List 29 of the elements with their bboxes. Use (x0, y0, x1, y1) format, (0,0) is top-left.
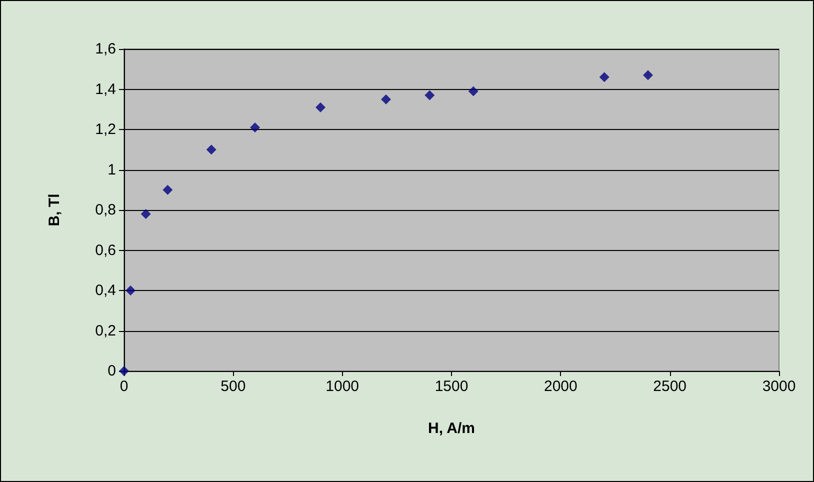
point (599, 72, 610, 82)
x-axis-title: H, A/m (428, 420, 475, 437)
x-tick-label: 0 (120, 378, 128, 395)
point (316, 102, 326, 112)
x-tick-label: 1500 (434, 378, 468, 395)
y-tick-label: 1,6 (95, 40, 116, 58)
point (381, 94, 391, 104)
y-tick-label: 0,2 (95, 322, 116, 340)
point (468, 86, 478, 96)
y-tick-label: 1,4 (95, 80, 116, 98)
y-tick-label: 1 (108, 161, 116, 178)
y-tick-label: 0,8 (95, 202, 116, 218)
y-axis-title: B, Tl (46, 194, 63, 226)
y-tick-label: 0,6 (95, 242, 116, 259)
x-tick-label: 1000 (326, 378, 360, 395)
point (126, 286, 136, 296)
x-tick-label: 500 (220, 378, 246, 395)
point (643, 70, 653, 80)
point (250, 122, 260, 132)
x-tick-label: 3000 (762, 378, 796, 395)
point (424, 90, 435, 100)
y-tick-label: 1,2 (95, 121, 116, 138)
y-tick-label: 0,4 (95, 282, 116, 299)
point (162, 184, 173, 195)
point (140, 209, 151, 220)
x-tick-label: 2000 (544, 378, 578, 395)
y-tick-label: 0 (108, 362, 116, 380)
point (206, 144, 216, 155)
x-tick-label: 2500 (653, 378, 687, 395)
